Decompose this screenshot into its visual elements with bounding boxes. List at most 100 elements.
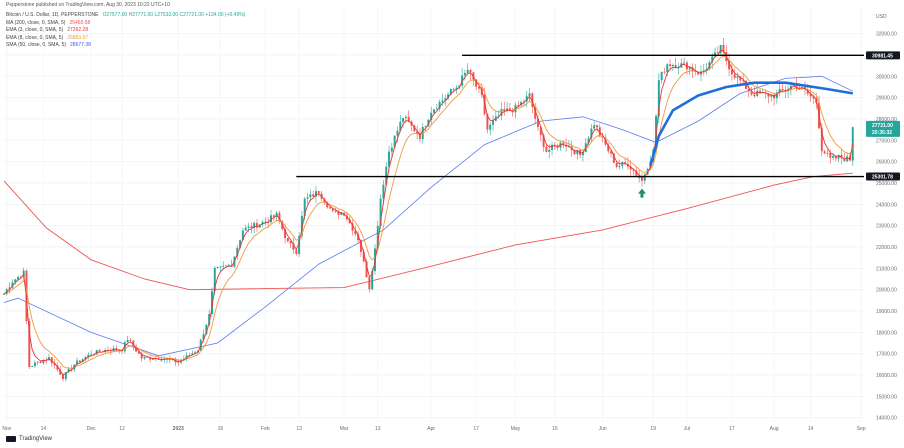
candle[interactable] bbox=[433, 109, 435, 113]
candle[interactable] bbox=[191, 353, 194, 356]
candle[interactable] bbox=[393, 135, 396, 148]
candle[interactable] bbox=[612, 153, 615, 163]
candle[interactable] bbox=[137, 351, 140, 354]
candle[interactable] bbox=[340, 212, 343, 216]
candle[interactable] bbox=[700, 72, 702, 75]
candle[interactable] bbox=[390, 147, 393, 152]
candle[interactable] bbox=[98, 350, 101, 352]
candle[interactable] bbox=[151, 359, 154, 360]
candle[interactable] bbox=[517, 104, 520, 106]
candle[interactable] bbox=[424, 126, 427, 128]
candle[interactable] bbox=[402, 118, 405, 122]
candle[interactable] bbox=[306, 197, 309, 199]
candle[interactable] bbox=[3, 294, 5, 295]
candle[interactable] bbox=[846, 156, 849, 162]
candle[interactable] bbox=[587, 138, 590, 144]
candle[interactable] bbox=[357, 234, 360, 241]
candle[interactable] bbox=[227, 264, 230, 266]
candle[interactable] bbox=[314, 191, 317, 197]
candle[interactable] bbox=[67, 368, 70, 373]
candle[interactable] bbox=[70, 368, 73, 370]
candle[interactable] bbox=[135, 346, 138, 352]
candle[interactable] bbox=[115, 348, 118, 351]
candle[interactable] bbox=[657, 80, 660, 117]
candle[interactable] bbox=[497, 115, 500, 117]
candle[interactable] bbox=[531, 93, 534, 107]
candle[interactable] bbox=[185, 355, 188, 359]
candle[interactable] bbox=[666, 64, 669, 73]
candle[interactable] bbox=[663, 71, 666, 73]
candle[interactable] bbox=[697, 71, 700, 75]
candle[interactable] bbox=[261, 221, 264, 225]
legend-ma200[interactable]: MA (200, close, 0, SMA, 5) 25460.58 bbox=[6, 20, 245, 28]
candle[interactable] bbox=[219, 266, 222, 268]
candle[interactable] bbox=[33, 362, 36, 367]
candle[interactable] bbox=[598, 127, 601, 136]
candle[interactable] bbox=[500, 109, 503, 116]
candle[interactable] bbox=[300, 215, 303, 237]
candle[interactable] bbox=[345, 215, 348, 220]
candle[interactable] bbox=[359, 240, 362, 252]
candle[interactable] bbox=[272, 215, 275, 217]
candle[interactable] bbox=[778, 88, 781, 93]
price-axis[interactable]: 14000.00 15000.00 16000.00 17000.00 18000.00… bbox=[866, 14, 900, 422]
candle[interactable] bbox=[177, 362, 180, 364]
candle[interactable] bbox=[239, 240, 242, 248]
candle[interactable] bbox=[730, 69, 733, 75]
candle[interactable] bbox=[567, 146, 570, 148]
candle[interactable] bbox=[486, 114, 489, 130]
candle[interactable] bbox=[236, 247, 239, 257]
candle[interactable] bbox=[427, 119, 430, 127]
candle[interactable] bbox=[244, 227, 247, 231]
candle[interactable] bbox=[298, 236, 301, 254]
candle[interactable] bbox=[323, 198, 326, 203]
candle[interactable] bbox=[14, 279, 17, 283]
candle[interactable] bbox=[216, 267, 219, 268]
candle[interactable] bbox=[820, 128, 823, 152]
candle[interactable] bbox=[348, 219, 351, 224]
candle[interactable] bbox=[78, 360, 81, 363]
candle[interactable] bbox=[326, 202, 329, 208]
candle[interactable] bbox=[334, 210, 337, 212]
candle[interactable] bbox=[688, 67, 691, 70]
legend-sma50[interactable]: SMA (50, close, 0, SMA, 5) 28677.38 bbox=[6, 42, 245, 50]
candle[interactable] bbox=[126, 339, 129, 343]
candle[interactable] bbox=[90, 354, 93, 356]
candle[interactable] bbox=[610, 151, 613, 154]
candle[interactable] bbox=[337, 210, 340, 216]
candle[interactable] bbox=[607, 144, 610, 152]
candle[interactable] bbox=[416, 131, 419, 134]
candle[interactable] bbox=[798, 88, 801, 90]
candle[interactable] bbox=[539, 126, 542, 136]
candle[interactable] bbox=[508, 108, 511, 111]
candle[interactable] bbox=[640, 178, 643, 181]
candle[interactable] bbox=[362, 251, 365, 262]
candle[interactable] bbox=[829, 153, 832, 158]
candle[interactable] bbox=[716, 52, 719, 54]
candle[interactable] bbox=[719, 44, 722, 54]
candle[interactable] bbox=[444, 98, 447, 101]
candle[interactable] bbox=[770, 94, 773, 97]
candle[interactable] bbox=[17, 276, 20, 280]
legend-ema3[interactable]: EMA (3, close, 0, SMA, 5) 27262.28 bbox=[6, 27, 245, 35]
candle[interactable] bbox=[795, 84, 798, 90]
candle[interactable] bbox=[441, 100, 444, 102]
candle[interactable] bbox=[537, 118, 539, 127]
candle[interactable] bbox=[520, 102, 523, 106]
candle[interactable] bbox=[205, 324, 208, 335]
candle[interactable] bbox=[87, 354, 90, 358]
candle[interactable] bbox=[399, 121, 402, 131]
candle[interactable] bbox=[31, 366, 34, 367]
candle[interactable] bbox=[714, 52, 717, 57]
candle[interactable] bbox=[351, 223, 354, 231]
candle[interactable] bbox=[379, 198, 382, 226]
candle[interactable] bbox=[303, 198, 306, 216]
candles[interactable] bbox=[3, 38, 854, 382]
candle[interactable] bbox=[250, 226, 253, 229]
candle[interactable] bbox=[489, 124, 492, 130]
candle[interactable] bbox=[385, 166, 388, 185]
candle[interactable] bbox=[84, 357, 87, 360]
candle[interactable] bbox=[331, 208, 334, 211]
candle[interactable] bbox=[188, 355, 191, 356]
